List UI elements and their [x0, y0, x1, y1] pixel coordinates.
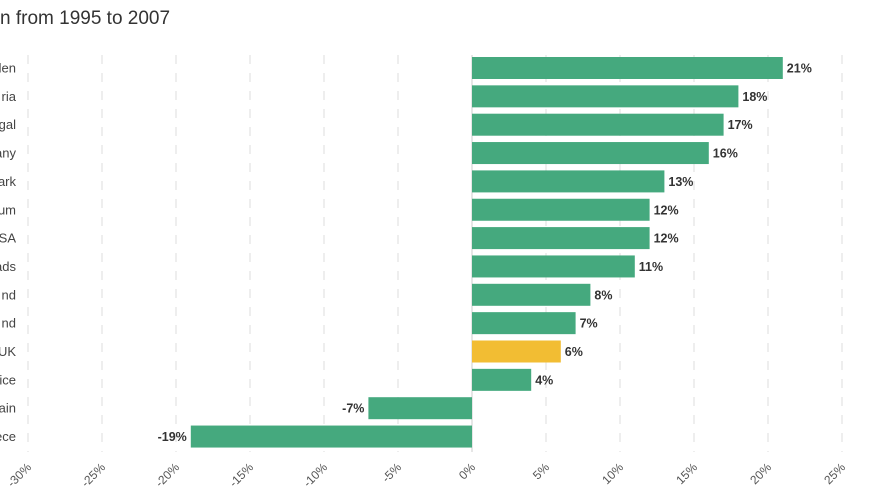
tick-label: 0%	[456, 460, 478, 482]
category-label: SA	[0, 231, 16, 246]
tick-label: 15%	[673, 460, 700, 487]
bar	[472, 368, 532, 391]
data-label: 16%	[713, 147, 738, 161]
category-label: nd	[2, 316, 16, 331]
category-label: UK	[0, 344, 16, 359]
bar	[472, 198, 650, 221]
bar	[472, 142, 709, 165]
bar	[472, 312, 576, 335]
bar	[472, 57, 783, 79]
data-label: 21%	[787, 62, 812, 76]
tick-label: 10%	[599, 460, 626, 487]
category-label: nd	[2, 287, 16, 302]
bars	[190, 57, 783, 448]
category-label: ain	[0, 401, 16, 416]
tick-label: -30%	[4, 460, 34, 490]
bar	[190, 425, 473, 448]
data-label: -19%	[158, 430, 187, 444]
tick-label: -10%	[300, 460, 330, 490]
data-label: 13%	[668, 175, 693, 189]
data-label: 4%	[535, 373, 553, 387]
category-label: um	[0, 202, 16, 217]
category-label: ice	[0, 372, 16, 387]
category-label: ads	[0, 259, 16, 274]
category-label: any	[0, 146, 16, 161]
bar	[472, 227, 650, 250]
bar	[472, 340, 561, 363]
tick-label: -15%	[226, 460, 256, 490]
tick-label: -5%	[379, 460, 404, 485]
bar	[472, 170, 665, 193]
data-label: 12%	[654, 203, 679, 217]
data-label: 17%	[728, 118, 753, 132]
bar	[472, 283, 591, 306]
tick-label: 25%	[821, 460, 848, 487]
data-label: 11%	[639, 260, 663, 274]
chart-title: n from 1995 to 2007	[0, 8, 171, 29]
tick-label: -25%	[78, 460, 108, 490]
data-label: 8%	[594, 288, 612, 302]
x-axis-tick-labels: -30% -25% -20% -15% -10% -5% 0% 5% 10% 15% 20% 25%	[4, 460, 848, 490]
tick-label: 5%	[530, 460, 552, 482]
category-label: gal	[0, 117, 16, 132]
category-label: ark	[0, 174, 16, 189]
category-label: ece	[0, 429, 16, 444]
bar	[368, 397, 472, 420]
bar	[472, 113, 724, 136]
bar	[472, 85, 739, 108]
tick-label: -20%	[152, 460, 182, 490]
value-labels: 21% 18% 17% 16% 13% 12% 12% 11% 8% 7% 6% 4% -7% -19%	[158, 62, 812, 445]
gridlines	[27, 55, 843, 452]
data-label: -7%	[342, 402, 364, 416]
data-label: 6%	[565, 345, 583, 359]
data-label: 7%	[580, 317, 598, 331]
category-label: den	[0, 61, 16, 76]
data-label: 12%	[654, 232, 679, 246]
tick-label: 20%	[747, 460, 774, 487]
category-labels: den ria gal any ark um SA ads nd nd UK ice ain ece	[0, 61, 17, 445]
data-label: 18%	[742, 90, 767, 104]
category-label: ria	[2, 89, 17, 104]
bar	[472, 255, 635, 278]
